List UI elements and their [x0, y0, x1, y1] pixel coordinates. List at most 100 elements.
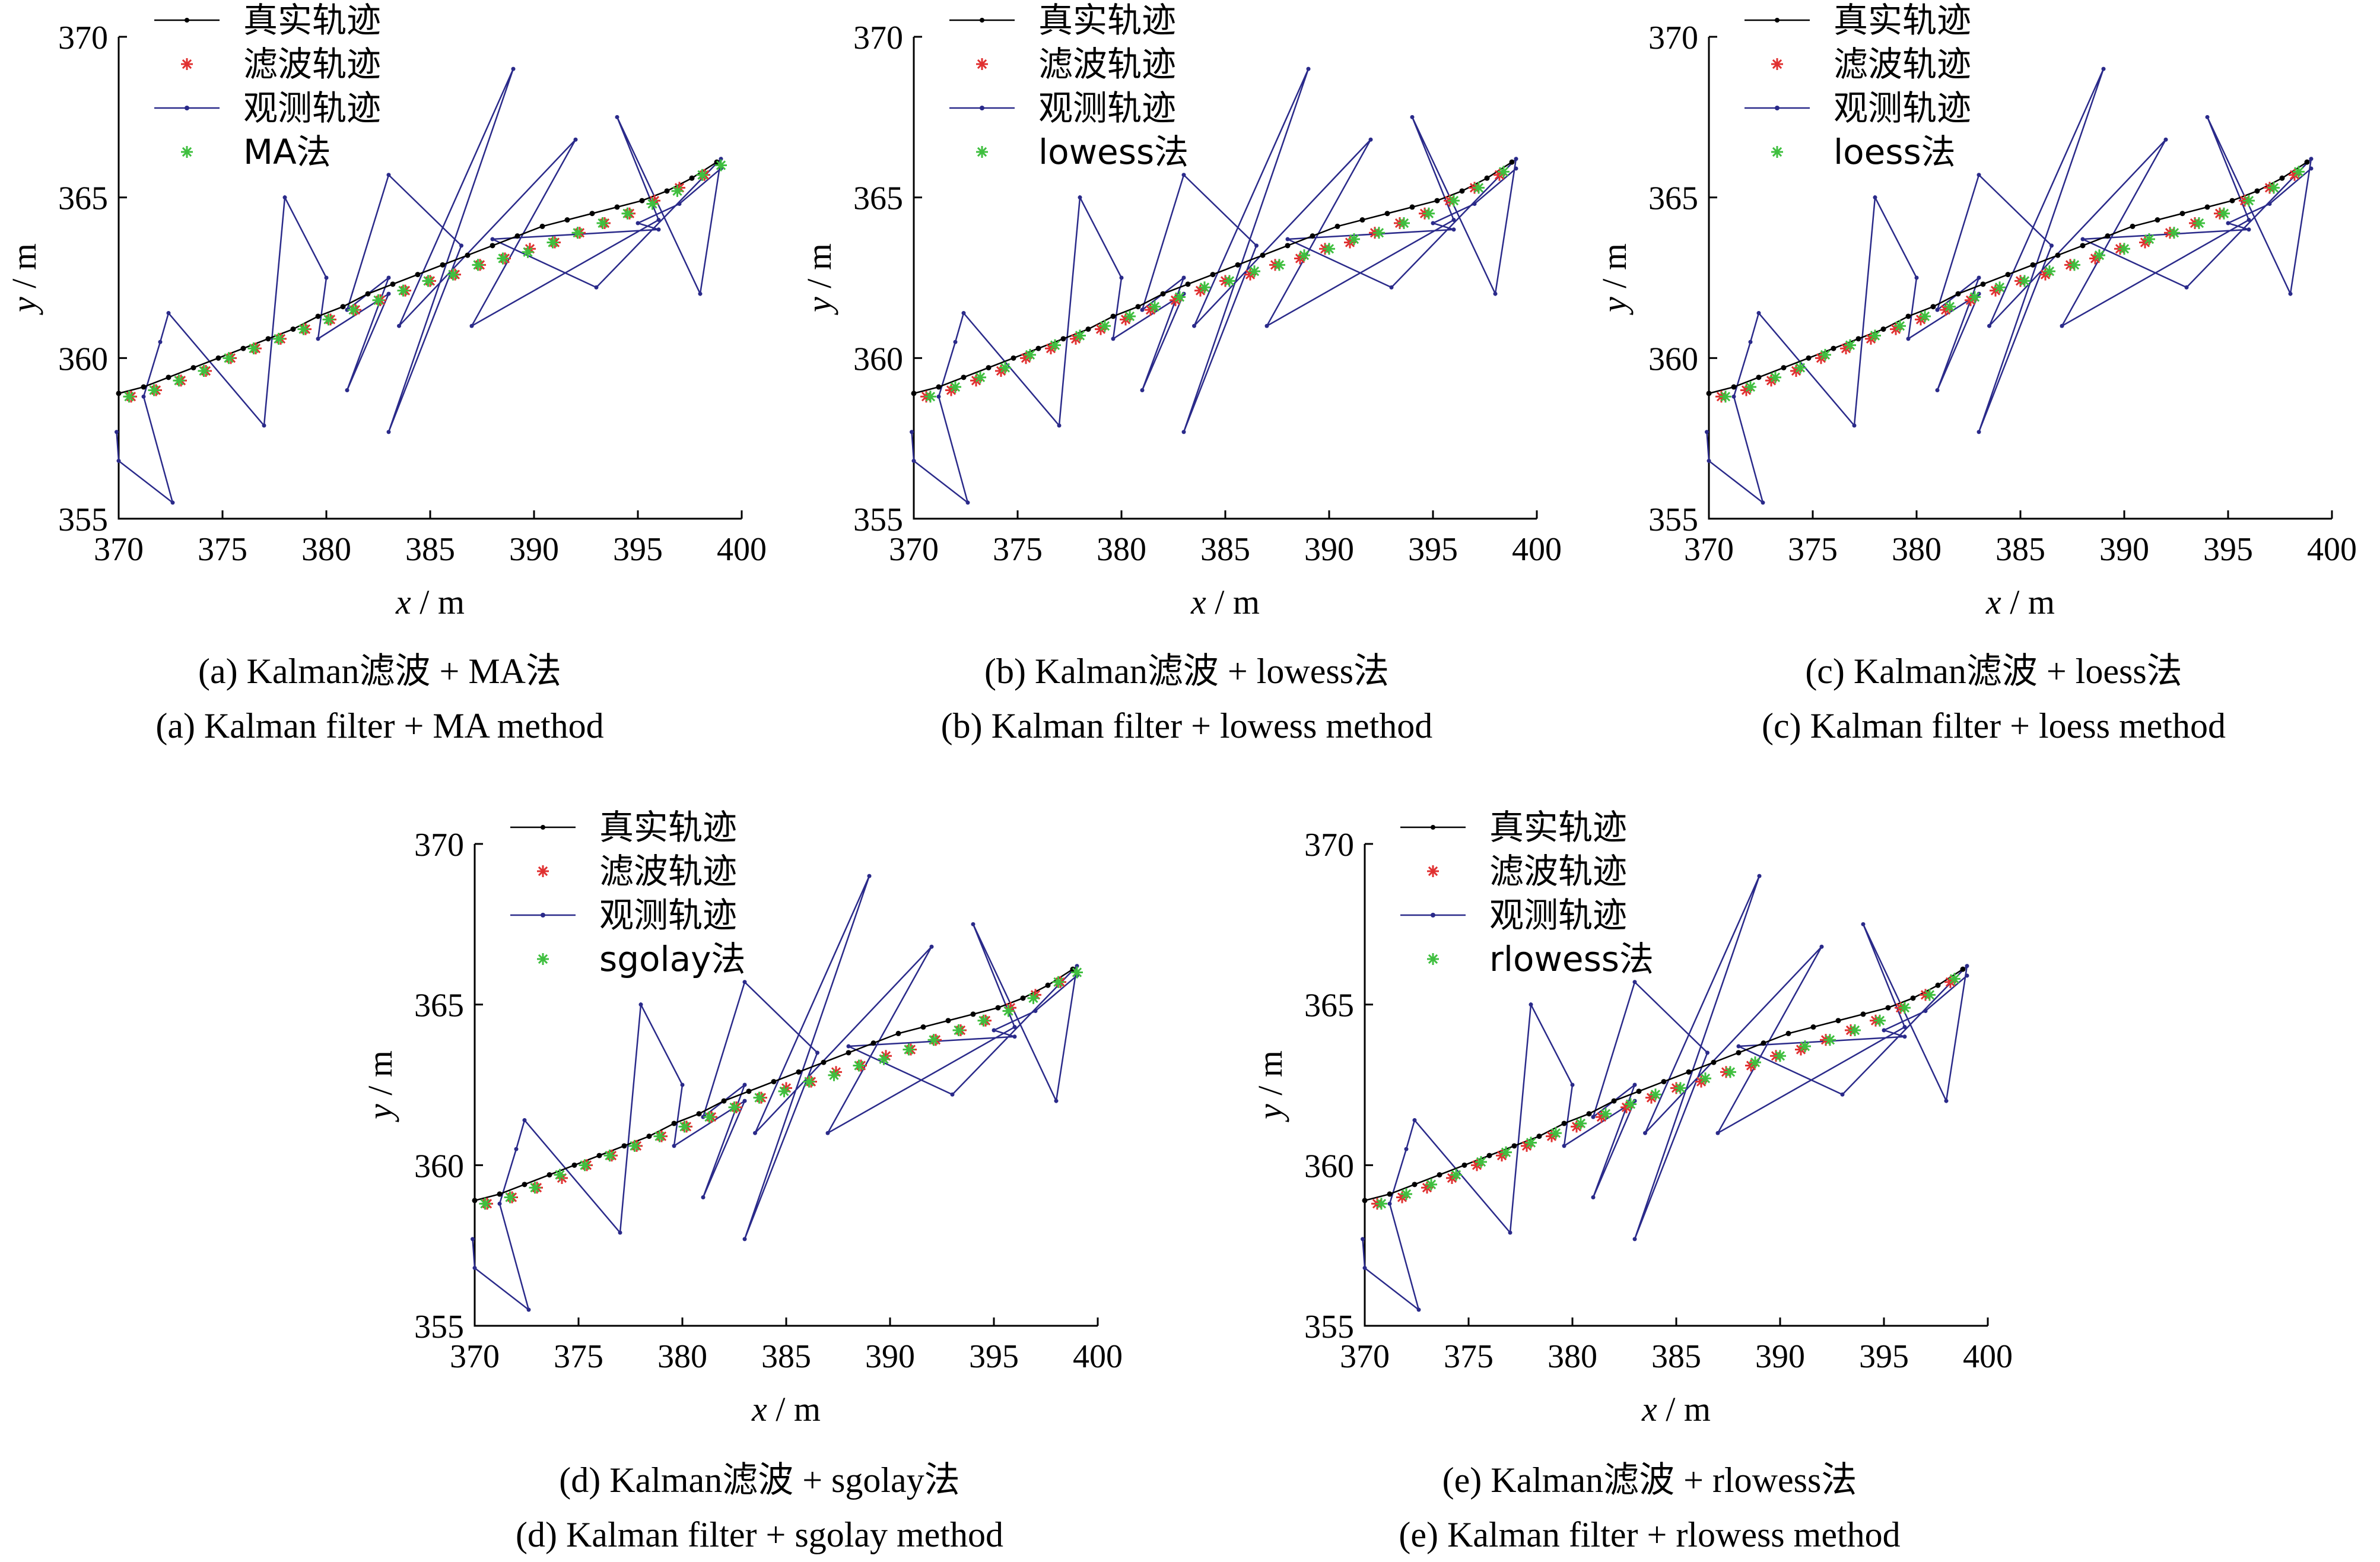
smoothed-point [472, 259, 484, 271]
true-point [846, 1050, 851, 1056]
observed-point [961, 311, 966, 316]
smoothed-point [1994, 281, 2006, 294]
true-point [1235, 262, 1241, 268]
true-point [671, 1120, 677, 1126]
smoothed-point-stroke [2144, 234, 2155, 245]
observed-point [1306, 66, 1311, 71]
x-axis-unit: / m [1206, 583, 1260, 621]
smoothed-point [1498, 166, 1510, 178]
y-tick-label: 355 [1648, 501, 1698, 538]
true-point [1060, 336, 1066, 342]
legend-filtered-swatch-stroke [182, 59, 192, 69]
true-point [141, 384, 147, 390]
x-tick-label: 370 [1340, 1338, 1390, 1375]
smoothed-point-stroke [1473, 183, 1484, 193]
smoothed-point-stroke [1949, 974, 1960, 984]
observed-point [1570, 1082, 1575, 1087]
smoothed-point [1944, 300, 1956, 313]
smoothed-point-stroke [1124, 311, 1135, 322]
x-tick-label: 400 [2307, 531, 2357, 568]
smoothed-point [1799, 1040, 1811, 1053]
smoothed-point-stroke [149, 385, 159, 395]
smoothed-point-stroke [2268, 183, 2279, 193]
observed-point [635, 221, 640, 226]
y-axis-title: y / m [1251, 1050, 1289, 1122]
true-point [1160, 291, 1166, 297]
legend-observed-swatch-dot [1431, 913, 1435, 917]
observed-point [1591, 1195, 1596, 1199]
smoothed-point [1423, 207, 1435, 220]
true-point [265, 336, 271, 342]
observed-point [615, 115, 619, 119]
x-axis-title: x / m [1641, 1390, 1711, 1428]
observed-point [815, 1050, 819, 1055]
observed-point [526, 1307, 531, 1312]
smoothed-point-stroke [1401, 1189, 1412, 1199]
legend-method-swatch-stroke [182, 147, 192, 157]
smoothed-point-stroke [1050, 340, 1060, 350]
observed-point [573, 137, 578, 142]
y-tick-label: 360 [414, 1148, 464, 1185]
observed-point [1057, 423, 1062, 428]
smoothed-point-stroke [1850, 1025, 1860, 1036]
smoothed-point-stroke [373, 295, 383, 306]
observed-point [1404, 1147, 1409, 1151]
smoothed-point [1894, 320, 1906, 332]
smoothed-point [1323, 243, 1335, 255]
true-point [290, 326, 296, 332]
true-point [240, 345, 246, 351]
observed-point [1451, 218, 1456, 223]
true-point [870, 1040, 876, 1046]
true-point [796, 1069, 802, 1075]
observed-point [1977, 275, 1981, 280]
observed-point [1852, 423, 1857, 428]
true-point [2005, 272, 2011, 278]
smoothed-point [1969, 291, 1981, 303]
true-point [1860, 1011, 1866, 1017]
true-point [1437, 1172, 1442, 1178]
smoothed-point [949, 381, 961, 393]
true-point [689, 175, 695, 181]
smoothed-point [2019, 275, 2031, 287]
legend-method-label: rlowess法 [1489, 939, 1654, 979]
observed-point [753, 1131, 757, 1135]
smoothed-point-stroke [829, 1070, 839, 1080]
smoothed-point-stroke [473, 260, 483, 270]
observed-point [1493, 291, 1498, 296]
observed-point [166, 311, 171, 316]
smoothed-point [1949, 973, 1960, 985]
observed-point [1078, 195, 1082, 200]
smoothed-point [1844, 339, 1856, 351]
observed-point [672, 1144, 676, 1148]
smoothed-point [529, 1182, 541, 1194]
smoothed-point-stroke [975, 372, 986, 382]
smoothed-point-stroke [622, 208, 633, 218]
smoothed-point [1400, 1188, 1412, 1201]
true-point [1310, 233, 1315, 239]
observed-point [701, 1115, 706, 1119]
true-point [1511, 1143, 1517, 1149]
true-point [1285, 243, 1291, 249]
smoothed-point-stroke [1725, 1067, 1736, 1077]
y-tick-label: 365 [58, 180, 108, 217]
caption-e-cn: (e) Kalman滤波 + rlowess法 [1442, 1461, 1857, 1500]
smoothed-point [173, 374, 185, 387]
smoothed-point-stroke [605, 1150, 615, 1161]
smoothed-point [1600, 1107, 1612, 1120]
smoothed-point [974, 371, 986, 383]
smoothed-point-stroke [1476, 1157, 1486, 1167]
y-axis-title: y / m [361, 1050, 399, 1122]
true-point [721, 1098, 727, 1104]
smoothed-point [1500, 1146, 1512, 1158]
smoothed-point [1550, 1127, 1562, 1139]
true-point [1210, 272, 1216, 278]
y-tick-label: 355 [58, 501, 108, 538]
observed-point [1935, 388, 1940, 392]
smoothed-point-stroke [1149, 301, 1160, 312]
smoothed-point [2044, 265, 2055, 278]
smoothed-point-stroke [1025, 350, 1035, 360]
observed-point [1368, 137, 1373, 142]
true-point [1761, 1040, 1766, 1046]
observed-point [1012, 1025, 1017, 1030]
